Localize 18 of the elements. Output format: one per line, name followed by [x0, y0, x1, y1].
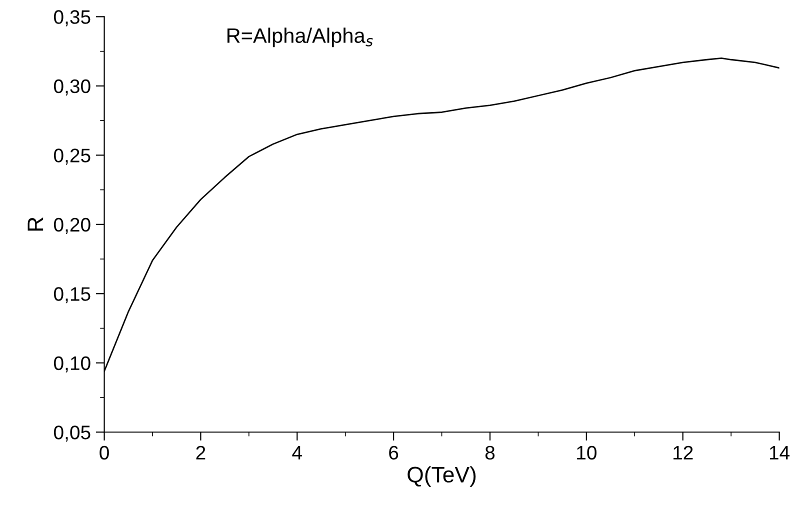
y-axis-title: R [28, 217, 44, 231]
y-tick-label: 0,25 [54, 148, 90, 165]
annotation: R=Alpha/Alpha$_{s}$ [227, 28, 373, 48]
x-tick-label: 12 [674, 446, 693, 460]
x-axis-title: Q(TeV) [408, 466, 476, 487]
x-tick-label: 6 [389, 446, 398, 460]
x-tick-label: 10 [577, 446, 596, 460]
y-tick-label: 0,35 [54, 10, 90, 26]
y-tick-label: 0,30 [54, 79, 90, 96]
x-tick-label: 2 [196, 446, 206, 460]
x-tick-label: 8 [485, 446, 495, 460]
y-tick-label: 0,15 [54, 287, 90, 304]
y-tick-label: 0,05 [54, 426, 90, 442]
x-tick-label: 14 [770, 446, 790, 460]
y-tick-label: 0,20 [54, 218, 90, 234]
x-tick-label: 0 [100, 446, 109, 460]
x-tick-label: 4 [292, 446, 302, 460]
y-tick-label: 0,10 [54, 356, 90, 372]
